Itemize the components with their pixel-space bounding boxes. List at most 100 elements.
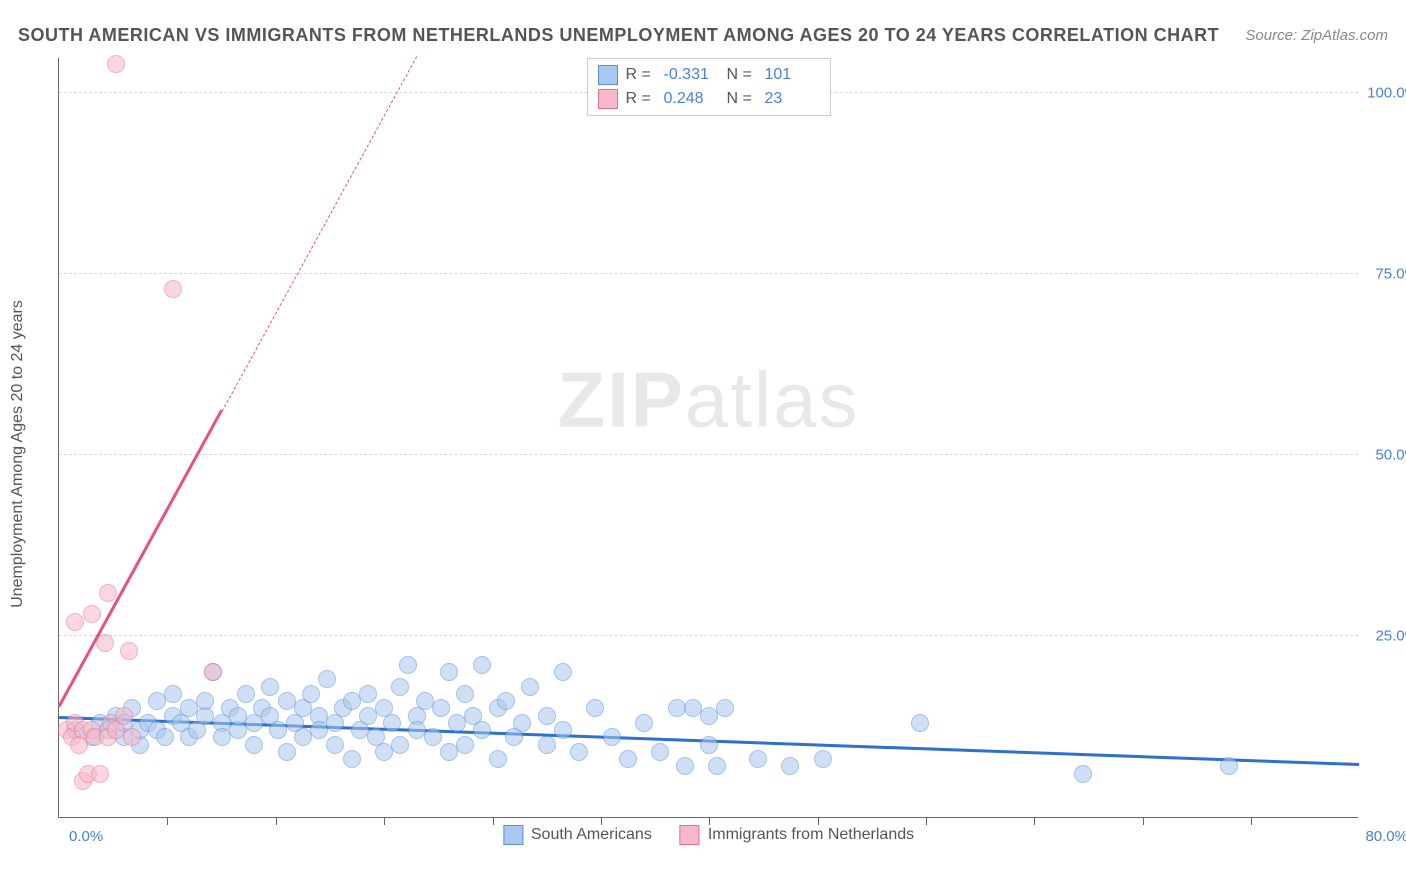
data-point xyxy=(521,678,539,696)
data-point xyxy=(343,750,361,768)
source-attribution: Source: ZipAtlas.com xyxy=(1245,27,1388,44)
data-point xyxy=(781,757,799,775)
series-legend: South Americans Immigrants from Netherla… xyxy=(503,825,914,845)
data-point xyxy=(603,728,621,746)
x-tick xyxy=(1034,817,1035,825)
data-point xyxy=(123,728,141,746)
data-point xyxy=(107,55,125,73)
data-point xyxy=(570,743,588,761)
r-value-series2: 0.248 xyxy=(664,90,719,108)
y-tick-label: 75.0% xyxy=(1375,266,1406,283)
legend-label-series2: Immigrants from Netherlands xyxy=(708,826,914,844)
source-value: ZipAtlas.com xyxy=(1301,27,1388,44)
x-axis-min-label: 0.0% xyxy=(69,828,103,845)
gridline xyxy=(59,273,1358,274)
r-label: R = xyxy=(626,66,656,84)
data-point xyxy=(343,692,361,710)
y-tick-label: 100.0% xyxy=(1367,85,1406,102)
x-tick xyxy=(818,817,819,825)
data-point xyxy=(164,685,182,703)
data-point xyxy=(96,634,114,652)
legend-item-series2: Immigrants from Netherlands xyxy=(680,825,914,845)
data-point xyxy=(196,692,214,710)
x-tick xyxy=(167,817,168,825)
data-point xyxy=(261,678,279,696)
data-point xyxy=(708,757,726,775)
y-axis-label: Unemployment Among Ages 20 to 24 years xyxy=(9,300,27,608)
x-tick xyxy=(601,817,602,825)
data-point xyxy=(700,707,718,725)
n-value-series1: 101 xyxy=(765,66,820,84)
data-point xyxy=(432,699,450,717)
data-point xyxy=(586,699,604,717)
x-tick xyxy=(493,817,494,825)
data-point xyxy=(318,670,336,688)
watermark-bold: ZIP xyxy=(557,355,684,443)
data-point xyxy=(66,613,84,631)
y-tick-label: 50.0% xyxy=(1375,447,1406,464)
data-point xyxy=(440,663,458,681)
watermark-rest: atlas xyxy=(685,355,860,443)
data-point xyxy=(375,743,393,761)
x-tick xyxy=(709,817,710,825)
data-point xyxy=(513,714,531,732)
trend-line xyxy=(221,56,417,412)
data-point xyxy=(619,750,637,768)
x-tick xyxy=(1143,817,1144,825)
data-point xyxy=(554,663,572,681)
data-point xyxy=(91,765,109,783)
data-point xyxy=(115,707,133,725)
x-tick xyxy=(926,817,927,825)
data-point xyxy=(424,728,442,746)
watermark: ZIPatlas xyxy=(557,354,859,445)
data-point xyxy=(1074,765,1092,783)
data-point xyxy=(269,721,287,739)
data-point xyxy=(448,714,466,732)
correlation-legend: R = -0.331 N = 101 R = 0.248 N = 23 xyxy=(587,58,831,116)
data-point xyxy=(456,736,474,754)
data-point xyxy=(911,714,929,732)
data-point xyxy=(237,685,255,703)
data-point xyxy=(489,750,507,768)
gridline xyxy=(59,454,1358,455)
gridline xyxy=(59,635,1358,636)
data-point xyxy=(554,721,572,739)
data-point xyxy=(399,656,417,674)
data-point xyxy=(359,707,377,725)
r-value-series1: -0.331 xyxy=(664,66,719,84)
data-point xyxy=(814,750,832,768)
data-point xyxy=(391,678,409,696)
r-label: R = xyxy=(626,90,656,108)
data-point xyxy=(310,721,328,739)
data-point xyxy=(676,757,694,775)
data-point xyxy=(440,743,458,761)
data-point xyxy=(83,605,101,623)
legend-label-series1: South Americans xyxy=(531,826,652,844)
data-point xyxy=(99,584,117,602)
data-point xyxy=(164,280,182,298)
n-label: N = xyxy=(727,90,757,108)
y-tick-label: 25.0% xyxy=(1375,628,1406,645)
x-axis-max-label: 80.0% xyxy=(1365,828,1406,845)
data-point xyxy=(156,728,174,746)
data-point xyxy=(497,692,515,710)
data-point xyxy=(391,736,409,754)
data-point xyxy=(383,714,401,732)
legend-swatch-bottom-1 xyxy=(503,825,523,845)
data-point xyxy=(700,736,718,754)
data-point xyxy=(326,736,344,754)
data-point xyxy=(120,642,138,660)
source-label: Source: xyxy=(1245,27,1301,44)
data-point xyxy=(278,743,296,761)
x-tick xyxy=(1251,817,1252,825)
scatter-plot: ZIPatlas R = -0.331 N = 101 R = 0.248 N … xyxy=(58,58,1358,818)
data-point xyxy=(456,685,474,703)
data-point xyxy=(1220,757,1238,775)
data-point xyxy=(294,728,312,746)
data-point xyxy=(538,736,556,754)
data-point xyxy=(538,707,556,725)
data-point xyxy=(716,699,734,717)
n-label: N = xyxy=(727,66,757,84)
data-point xyxy=(635,714,653,732)
data-point xyxy=(302,685,320,703)
